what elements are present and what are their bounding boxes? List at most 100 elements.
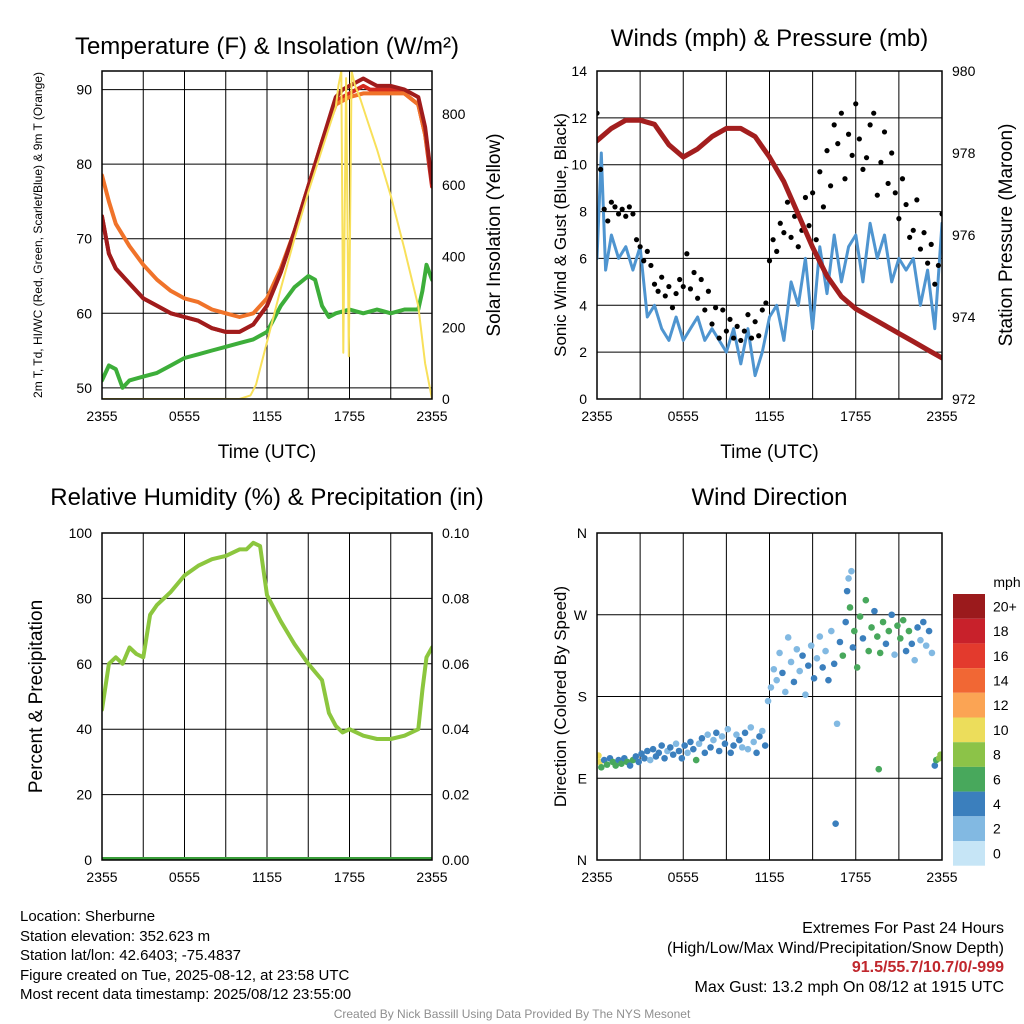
colorbar-label: 6 <box>993 771 1001 787</box>
gust-point <box>716 335 722 341</box>
direction-point <box>776 649 783 657</box>
gust-point <box>817 169 823 175</box>
credit-line: Created By Nick Bassill Using Data Provi… <box>333 1007 691 1021</box>
x-tick-label: 0555 <box>169 408 200 424</box>
direction-point <box>856 613 864 620</box>
gust-point <box>932 281 938 287</box>
gust-point <box>612 204 618 210</box>
gust-point <box>601 206 607 212</box>
direction-point <box>646 756 654 764</box>
direction-point <box>853 664 861 671</box>
series-sonic-wind <box>597 151 942 378</box>
direction-point <box>681 742 688 749</box>
direction-point <box>759 727 766 735</box>
direction-point <box>833 720 841 728</box>
direction-point <box>618 760 625 768</box>
x-tick-label: 2355 <box>86 869 117 885</box>
y-tick-label: 40 <box>76 721 92 737</box>
y-tick-label: 20 <box>76 787 92 803</box>
y-tick-label: 90 <box>76 82 92 98</box>
gust-point <box>820 204 827 210</box>
gust-point <box>673 290 679 297</box>
direction-point <box>846 604 854 611</box>
y-tick-label: 70 <box>76 231 92 247</box>
gust-point <box>935 262 942 269</box>
series-station-pressure <box>597 117 942 361</box>
direction-point <box>830 660 838 668</box>
colorbar-swatch <box>953 816 985 841</box>
direction-point <box>836 638 844 646</box>
direction-point <box>851 627 858 635</box>
colorbar-swatch <box>953 692 985 718</box>
direction-point <box>603 761 611 768</box>
direction-point <box>885 627 893 635</box>
y2-axis-label: Solar Insolation (Yellow) <box>484 133 505 336</box>
gust-point <box>899 176 906 182</box>
gust-point <box>730 335 737 341</box>
direction-point <box>782 688 789 696</box>
direction-point <box>914 624 921 631</box>
gust-point <box>684 251 690 257</box>
direction-point <box>828 627 835 635</box>
y2-tick-label: 976 <box>952 227 976 243</box>
gust-point <box>892 190 898 196</box>
station-info: Location: Sherburne Station elevation: 3… <box>20 907 351 1005</box>
direction-point <box>848 567 855 575</box>
gust-point <box>605 218 611 224</box>
y-tick-label: 8 <box>579 204 587 220</box>
gust-point <box>849 152 855 158</box>
gust-point <box>687 286 694 292</box>
direction-point <box>908 640 916 648</box>
gust-point <box>845 131 852 137</box>
colorbar-label: 8 <box>993 747 1001 763</box>
gust-point <box>871 110 877 116</box>
colorbar-label: 18 <box>993 623 1009 639</box>
gust-point <box>637 244 643 250</box>
gust-point <box>774 248 780 254</box>
direction-point <box>658 742 665 749</box>
gust-point <box>806 223 812 229</box>
gust-point <box>781 230 787 236</box>
colorbar-label: 2 <box>993 821 1001 837</box>
direction-point <box>937 751 942 758</box>
gust-point <box>695 295 701 301</box>
direction-point <box>727 749 734 757</box>
gust-point <box>748 335 755 341</box>
direction-point <box>692 756 700 764</box>
colorbar-label: 16 <box>993 648 1009 664</box>
direction-point <box>684 749 691 757</box>
direction-point <box>816 633 824 640</box>
gust-point <box>619 206 625 212</box>
direction-point <box>690 745 697 753</box>
direction-point <box>718 733 726 740</box>
gust-point <box>788 234 794 240</box>
plot-frame <box>101 532 433 861</box>
direction-point <box>911 656 918 664</box>
direction-point <box>767 684 775 691</box>
extremes-panel: Extremes For Past 24 Hours (High/Low/Max… <box>667 917 1004 996</box>
gust-point <box>777 220 783 226</box>
direction-point <box>925 627 933 635</box>
y-tick-label: 0 <box>84 852 92 868</box>
y-tick-label: E <box>578 770 587 786</box>
direction-point <box>710 736 717 744</box>
direction-point <box>597 752 602 759</box>
gust-point <box>630 211 636 217</box>
gust-point <box>824 148 830 154</box>
direction-point <box>701 749 709 757</box>
y-axis-label: Direction (Colored By Speed) <box>551 586 570 807</box>
x-tick-label: 1755 <box>334 869 365 885</box>
colorbar-swatch <box>953 791 985 817</box>
direction-point <box>669 751 677 758</box>
panel-title: Temperature (F) & Insolation (W/m²) <box>75 33 459 60</box>
gust-point <box>831 122 837 128</box>
x-tick-label: 1155 <box>754 408 784 424</box>
direction-point <box>713 729 720 737</box>
x-axis-label: Time (UTC) <box>720 442 819 463</box>
gust-point <box>928 241 934 247</box>
direction-point <box>832 820 839 827</box>
direction-point <box>724 725 732 733</box>
colorbar-label: 12 <box>993 697 1009 713</box>
direction-point <box>695 740 703 748</box>
gust-point <box>910 227 916 233</box>
